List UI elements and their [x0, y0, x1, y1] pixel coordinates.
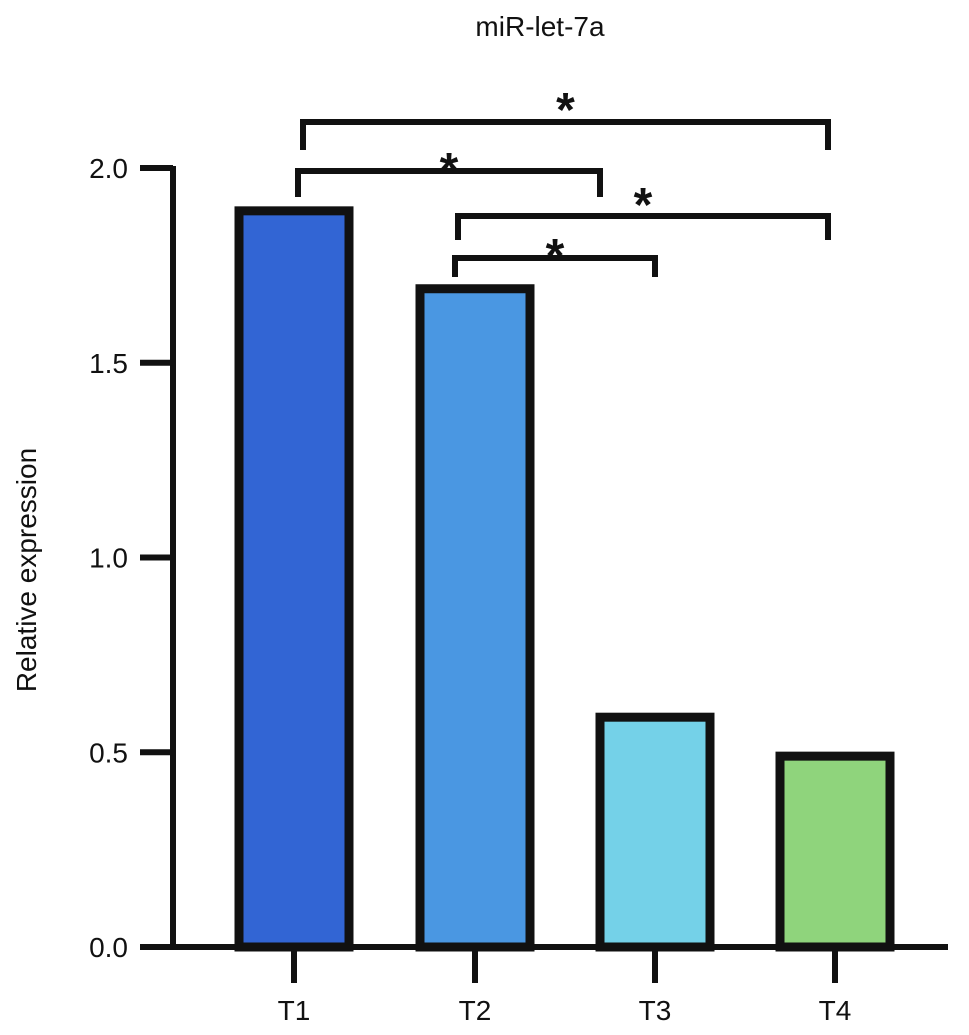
y-tick-label: 1.5: [89, 348, 128, 379]
significance-star: *: [546, 230, 565, 283]
bar-t1: [234, 206, 354, 952]
bracket-line: [455, 213, 831, 240]
bar-t4: [775, 751, 895, 952]
significance-brackets: * * * *: [295, 84, 831, 283]
significance-star: *: [556, 84, 575, 137]
bars: [234, 206, 895, 952]
significance-bracket: *: [295, 144, 603, 197]
x-tick-label: T3: [639, 995, 672, 1026]
y-tick-label: 0.5: [89, 737, 128, 768]
y-axis-label: Relative expression: [11, 448, 42, 692]
bar-t2: [415, 284, 535, 952]
bracket-line: [295, 168, 603, 197]
significance-bracket: *: [455, 179, 831, 240]
chart-title: miR-let-7a: [475, 11, 605, 42]
bracket-line: [300, 119, 831, 150]
bar-t3: [595, 712, 715, 952]
y-tick-label: 1.0: [89, 543, 128, 574]
x-tick-label: T4: [819, 995, 852, 1026]
y-tick-label: 0.0: [89, 932, 128, 963]
significance-bracket: *: [300, 84, 831, 150]
x-tick-label: T1: [278, 995, 311, 1026]
y-tick-label: 2.0: [89, 153, 128, 184]
x-tick-label: T2: [459, 995, 492, 1026]
significance-bracket: *: [452, 230, 658, 283]
bracket-line: [452, 255, 658, 277]
significance-star: *: [440, 144, 459, 197]
significance-star: *: [634, 179, 653, 232]
